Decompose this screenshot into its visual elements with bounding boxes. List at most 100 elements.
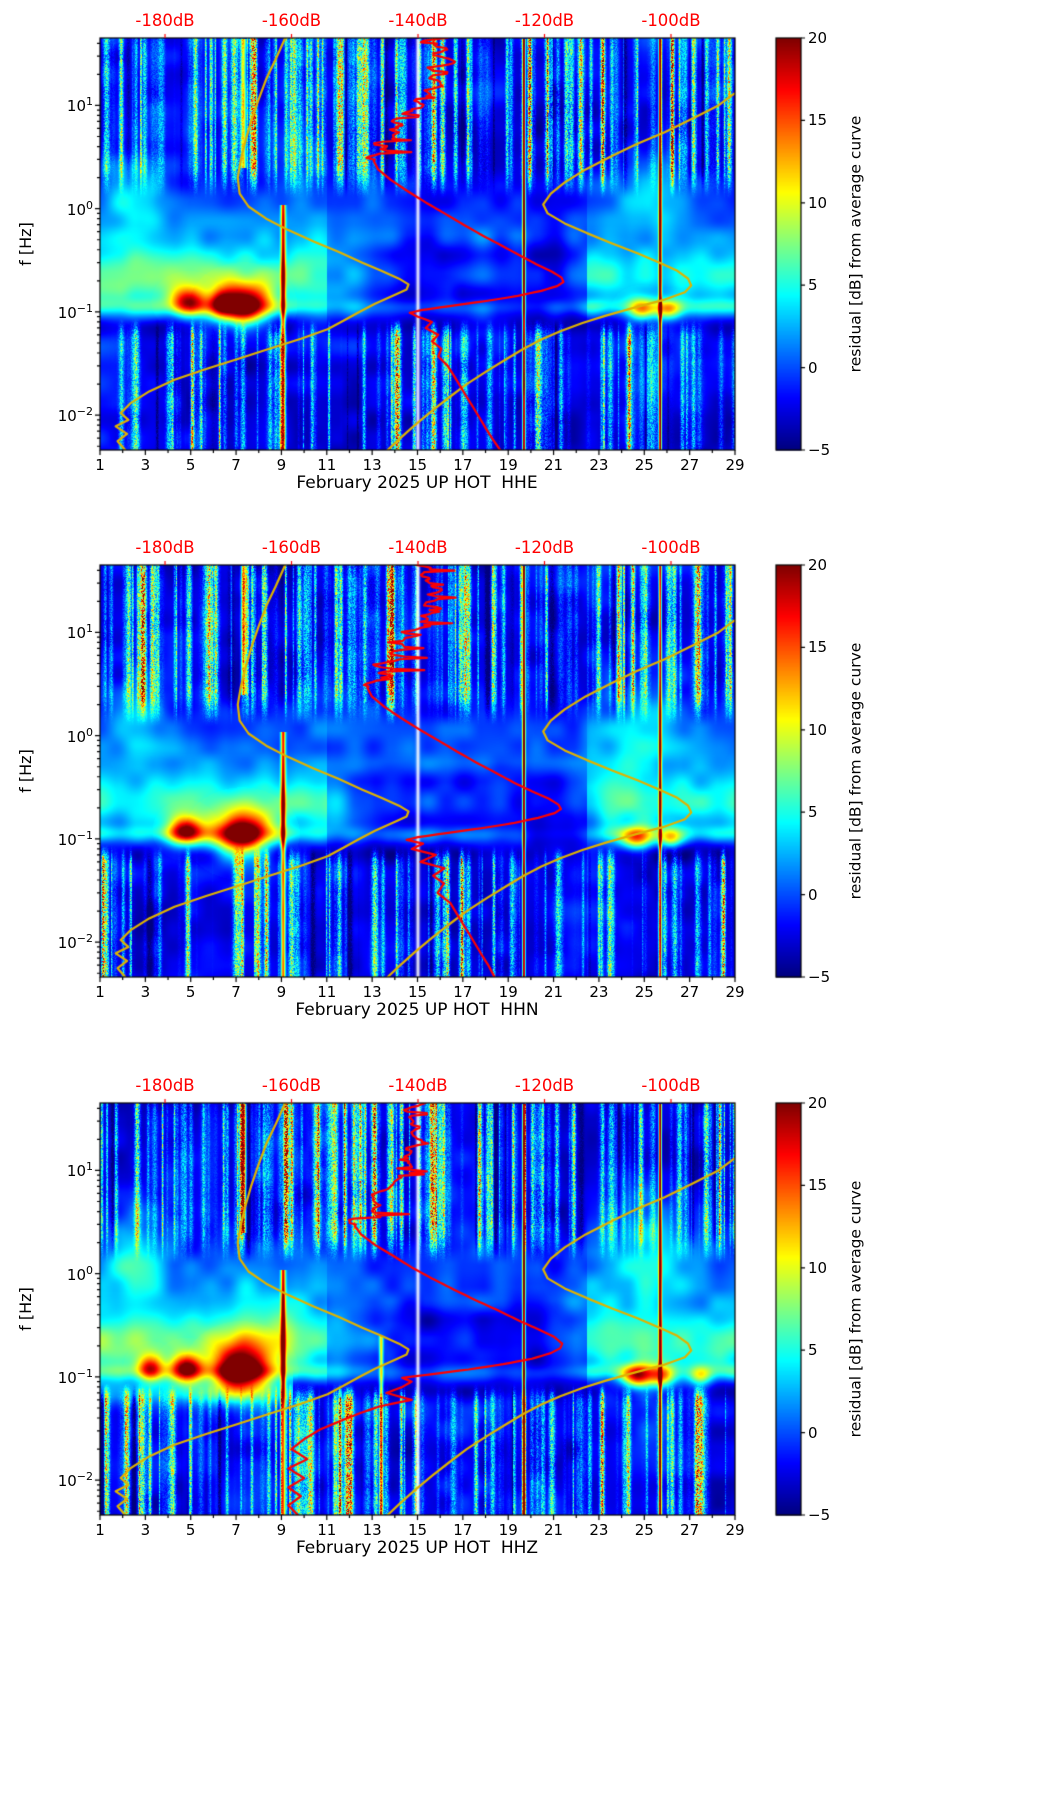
x-tick-label: 21	[544, 983, 564, 1001]
x-tick-label: 27	[680, 1521, 700, 1539]
y-tick-label: 10−2	[57, 404, 93, 425]
top-db-label: -160dB	[261, 537, 322, 557]
top-db-label: -180dB	[135, 10, 195, 30]
colorbar-tick-label: 0	[808, 1423, 818, 1442]
y-tick-label: 100	[66, 198, 93, 219]
spectrogram-canvas-hhn	[0, 527, 1052, 1047]
y-tick-label: 101	[66, 1160, 93, 1181]
x-tick-label: 13	[362, 456, 382, 474]
x-tick-label: 23	[589, 1521, 609, 1539]
colorbar-tick-label: −5	[808, 440, 831, 459]
colorbar-label: residual [dB] from average curve	[846, 1180, 865, 1438]
x-tick-label: 27	[680, 456, 700, 474]
panel-hhe: f [Hz] February 2025 UP HOT HHE residual…	[0, 0, 1052, 602]
colorbar-tick-label: 15	[808, 1176, 828, 1195]
x-tick-label: 29	[725, 1521, 745, 1539]
colorbar-tick-label: 20	[808, 555, 828, 574]
x-tick-label: 3	[140, 983, 151, 1001]
top-db-label: -180dB	[135, 1075, 195, 1095]
x-tick-label: 25	[634, 983, 654, 1001]
spectrogram-canvas-hhe	[0, 0, 1052, 520]
x-tick-label: 21	[544, 1521, 564, 1539]
colorbar-tick-label: 15	[808, 638, 828, 657]
x-tick-label: 9	[276, 983, 287, 1001]
x-tick-label: 15	[407, 983, 428, 1001]
x-tick-label: 1	[95, 1521, 105, 1539]
colorbar-tick-label: 5	[808, 802, 818, 821]
colorbar-tick-label: 10	[808, 720, 828, 739]
x-tick-label: 3	[140, 456, 151, 474]
x-tick-label: 1	[95, 983, 105, 1001]
colorbar-tick-label: 5	[808, 1340, 818, 1359]
colorbar-label: residual [dB] from average curve	[846, 115, 865, 373]
colorbar-tick-label: −5	[808, 1505, 831, 1524]
x-tick-label: 29	[725, 456, 745, 474]
colorbar-tick-label: 20	[808, 1093, 828, 1112]
colorbar-tick-label: −5	[808, 967, 831, 986]
x-tick-label: 17	[453, 983, 473, 1001]
x-tick-label: 17	[453, 456, 473, 474]
x-tick-label: 15	[407, 456, 428, 474]
colorbar-tick-label: 10	[808, 1258, 828, 1277]
x-tick-label: 25	[634, 456, 654, 474]
colorbar-label: residual [dB] from average curve	[846, 642, 865, 900]
colorbar-tick-label: 0	[808, 358, 818, 377]
y-tick-label: 10−1	[57, 301, 93, 322]
panel-hhz: f [Hz] February 2025 UP HOT HHZ residual…	[0, 1065, 1052, 1667]
x-tick-label: 19	[498, 456, 518, 474]
y-tick-label: 100	[66, 725, 93, 746]
y-axis-label: f [Hz]	[16, 1287, 36, 1331]
y-axis-label: f [Hz]	[16, 222, 36, 266]
x-tick-label: 11	[317, 983, 337, 1001]
colorbar-tick-label: 20	[808, 28, 828, 47]
top-db-label: -100dB	[641, 537, 701, 557]
top-db-label: -180dB	[135, 537, 195, 557]
x-tick-label: 7	[231, 1521, 241, 1539]
top-db-label: -120dB	[514, 10, 575, 30]
x-axis-title: February 2025 UP HOT HHE	[296, 473, 538, 493]
x-tick-label: 19	[498, 983, 518, 1001]
x-tick-label: 13	[362, 983, 382, 1001]
x-tick-label: 5	[185, 1521, 196, 1539]
y-tick-label: 10−1	[57, 1366, 93, 1387]
x-tick-label: 5	[185, 456, 196, 474]
x-tick-label: 5	[185, 983, 196, 1001]
x-tick-label: 23	[589, 983, 609, 1001]
x-tick-label: 13	[362, 1521, 382, 1539]
y-tick-label: 10−1	[57, 828, 93, 849]
top-db-label: -120dB	[514, 537, 575, 557]
top-db-label: -160dB	[261, 1075, 322, 1095]
y-tick-label: 101	[66, 95, 93, 116]
y-tick-label: 101	[66, 622, 93, 643]
x-tick-label: 9	[276, 456, 287, 474]
x-tick-label: 15	[407, 1521, 428, 1539]
x-tick-label: 29	[725, 983, 745, 1001]
top-db-label: -160dB	[261, 10, 322, 30]
top-db-label: -100dB	[641, 10, 701, 30]
x-tick-label: 27	[680, 983, 700, 1001]
colorbar-tick-label: 0	[808, 885, 818, 904]
x-tick-label: 7	[231, 983, 241, 1001]
x-tick-label: 25	[634, 1521, 654, 1539]
x-tick-label: 11	[317, 1521, 337, 1539]
x-tick-label: 11	[317, 456, 337, 474]
x-tick-label: 17	[453, 1521, 473, 1539]
top-db-label: -100dB	[641, 1075, 701, 1095]
colorbar-tick-label: 15	[808, 111, 828, 130]
x-tick-label: 19	[498, 1521, 518, 1539]
x-tick-label: 1	[95, 456, 105, 474]
x-tick-label: 23	[589, 456, 609, 474]
top-db-label: -140dB	[388, 1075, 448, 1095]
x-tick-label: 9	[276, 1521, 287, 1539]
x-tick-label: 21	[544, 456, 564, 474]
top-db-label: -140dB	[388, 10, 448, 30]
panel-hhn: f [Hz] February 2025 UP HOT HHN residual…	[0, 527, 1052, 1129]
colorbar-tick-label: 5	[808, 275, 818, 294]
x-tick-label: 3	[140, 1521, 151, 1539]
top-db-label: -120dB	[514, 1075, 575, 1095]
spectrogram-canvas-hhz	[0, 1065, 1052, 1585]
x-axis-title: February 2025 UP HOT HHN	[295, 1000, 539, 1020]
x-axis-title: February 2025 UP HOT HHZ	[295, 1538, 539, 1558]
y-tick-label: 10−2	[57, 1469, 93, 1490]
top-db-label: -140dB	[388, 537, 448, 557]
